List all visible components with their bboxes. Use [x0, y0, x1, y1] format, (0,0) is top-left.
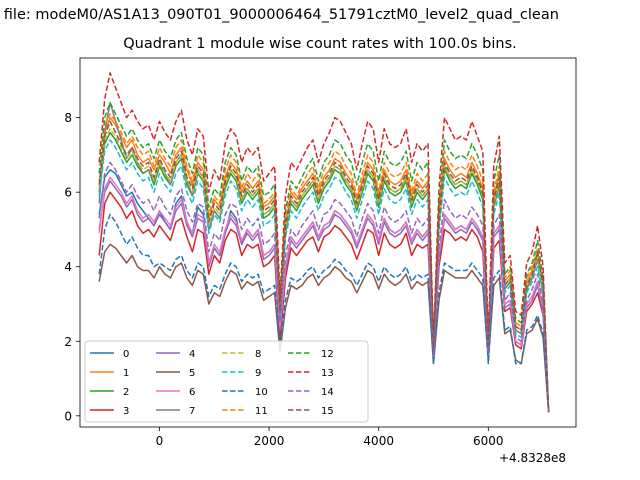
series-line-8 [98, 128, 550, 413]
series-line-13 [98, 72, 550, 413]
legend-label-3: 3 [123, 406, 129, 417]
legend-label-5: 5 [189, 368, 195, 379]
axes: 0 2000 4000 6000 0 2 4 6 8 [64, 57, 577, 448]
legend-label-7: 7 [189, 406, 195, 417]
legend-label-14: 14 [321, 387, 334, 398]
series-line-15 [98, 120, 550, 413]
legend-label-4: 4 [189, 349, 195, 360]
x-offset-label: +4.8328e8 [499, 451, 567, 465]
y-tick-label: 0 [64, 409, 72, 423]
y-tick-label: 8 [64, 111, 72, 125]
legend-label-6: 6 [189, 387, 195, 398]
x-tick-label: 4000 [363, 434, 394, 448]
series-lines [98, 72, 550, 413]
series-line-3 [98, 191, 550, 413]
legend-label-0: 0 [123, 349, 129, 360]
legend-label-1: 1 [123, 368, 129, 379]
series-line-11 [98, 113, 550, 413]
legend-label-15: 15 [321, 406, 334, 417]
x-tick-label: 2000 [254, 434, 285, 448]
series-line-6 [98, 176, 550, 413]
series-line-5 [98, 243, 550, 413]
figure-suptitle: n file: modeM0/AS1A13_090T01_9000006464_… [0, 7, 559, 23]
x-tick-label: 6000 [473, 434, 504, 448]
legend-label-2: 2 [123, 387, 129, 398]
plot-frame [79, 57, 577, 428]
legend-box [84, 340, 369, 423]
chart-title: Quadrant 1 module wise count rates with … [123, 36, 517, 52]
legend-label-9: 9 [255, 368, 261, 379]
series-line-9 [98, 139, 550, 413]
series-line-12 [98, 101, 550, 413]
legend-label-12: 12 [321, 349, 334, 360]
legend-label-10: 10 [255, 387, 268, 398]
legend-label-11: 11 [255, 406, 268, 417]
x-tick-label: 0 [156, 434, 164, 448]
series-line-14 [98, 161, 550, 413]
series-line-4 [98, 180, 550, 413]
y-tick-label: 6 [64, 186, 72, 200]
y-tick-label: 4 [64, 260, 72, 274]
series-line-10 [98, 213, 550, 413]
y-tick-label: 2 [64, 335, 72, 349]
legend-label-13: 13 [321, 368, 334, 379]
series-line-1 [98, 116, 550, 413]
legend-label-8: 8 [255, 349, 261, 360]
